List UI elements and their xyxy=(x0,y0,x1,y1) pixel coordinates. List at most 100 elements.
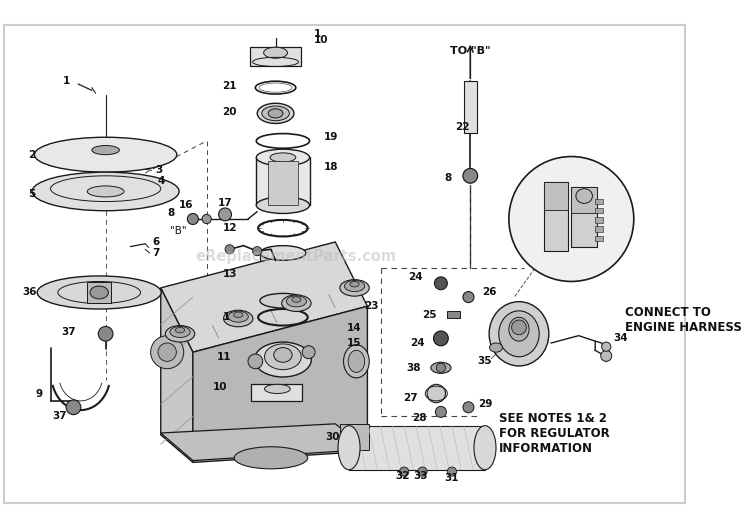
Ellipse shape xyxy=(224,310,253,327)
Text: SEE NOTES 1& 2
FOR REGULATOR
INFORMATION: SEE NOTES 1& 2 FOR REGULATOR INFORMATION xyxy=(499,412,610,455)
Text: 12: 12 xyxy=(223,312,237,322)
Ellipse shape xyxy=(34,137,177,172)
Text: 21: 21 xyxy=(223,81,237,91)
Text: 28: 28 xyxy=(412,413,426,423)
Text: 2: 2 xyxy=(28,150,36,159)
Bar xyxy=(596,235,602,241)
Text: 27: 27 xyxy=(404,393,418,403)
Ellipse shape xyxy=(490,343,502,352)
Circle shape xyxy=(434,277,447,290)
Text: 8: 8 xyxy=(167,208,175,218)
Ellipse shape xyxy=(165,326,195,342)
Text: 18: 18 xyxy=(323,162,338,172)
Text: "B": "B" xyxy=(170,226,187,236)
Ellipse shape xyxy=(268,109,283,118)
Text: 3: 3 xyxy=(155,165,163,175)
Text: 20: 20 xyxy=(223,107,237,117)
Ellipse shape xyxy=(256,149,310,166)
Polygon shape xyxy=(160,288,193,463)
Text: 10: 10 xyxy=(314,35,328,45)
Ellipse shape xyxy=(489,301,549,366)
Bar xyxy=(256,157,310,205)
Circle shape xyxy=(463,402,474,413)
Text: 25: 25 xyxy=(422,310,436,320)
Ellipse shape xyxy=(228,311,248,322)
Bar xyxy=(596,208,602,213)
Ellipse shape xyxy=(87,186,124,197)
Text: TO "B": TO "B" xyxy=(450,46,491,56)
Bar xyxy=(572,187,597,213)
Ellipse shape xyxy=(32,172,179,211)
Ellipse shape xyxy=(38,276,161,309)
Text: 17: 17 xyxy=(217,199,232,209)
Text: 6: 6 xyxy=(152,237,160,247)
Text: 8: 8 xyxy=(445,173,452,183)
Bar xyxy=(260,253,306,301)
Ellipse shape xyxy=(270,153,296,162)
Ellipse shape xyxy=(282,295,311,312)
Ellipse shape xyxy=(348,351,364,372)
Text: 9: 9 xyxy=(35,389,42,399)
Text: 1: 1 xyxy=(314,30,322,40)
Ellipse shape xyxy=(274,347,292,362)
Circle shape xyxy=(218,208,232,221)
Text: 1: 1 xyxy=(62,76,70,86)
Ellipse shape xyxy=(265,344,302,370)
Text: 37: 37 xyxy=(62,327,76,337)
Ellipse shape xyxy=(234,447,308,469)
Circle shape xyxy=(98,326,113,341)
Text: 24: 24 xyxy=(408,272,422,282)
Text: 4: 4 xyxy=(158,176,165,186)
Ellipse shape xyxy=(265,384,290,393)
Bar xyxy=(268,161,298,205)
Ellipse shape xyxy=(509,317,529,341)
Circle shape xyxy=(188,213,199,224)
Bar xyxy=(87,282,111,303)
Bar xyxy=(596,199,602,204)
Text: 14: 14 xyxy=(347,323,362,333)
Bar xyxy=(572,187,597,247)
Ellipse shape xyxy=(260,294,306,308)
Ellipse shape xyxy=(430,362,451,373)
Circle shape xyxy=(601,351,612,361)
Bar xyxy=(340,424,369,449)
Bar xyxy=(447,311,460,318)
Bar xyxy=(544,182,568,210)
Circle shape xyxy=(248,354,262,369)
Ellipse shape xyxy=(292,297,301,302)
Text: 16: 16 xyxy=(178,200,193,210)
Bar xyxy=(349,426,485,470)
Circle shape xyxy=(509,156,634,281)
Text: 37: 37 xyxy=(53,411,67,421)
Text: 34: 34 xyxy=(614,333,628,343)
Text: 11: 11 xyxy=(217,352,232,362)
Ellipse shape xyxy=(254,342,311,377)
Text: 35: 35 xyxy=(477,356,491,366)
Circle shape xyxy=(225,244,234,254)
Text: 38: 38 xyxy=(406,363,421,373)
Text: 10: 10 xyxy=(213,382,228,392)
Text: 22: 22 xyxy=(454,122,470,132)
Circle shape xyxy=(436,407,446,418)
Ellipse shape xyxy=(262,106,290,121)
Text: 26: 26 xyxy=(482,287,496,297)
Text: CONNECT TO
ENGINE HARNESS: CONNECT TO ENGINE HARNESS xyxy=(625,306,742,334)
Circle shape xyxy=(602,342,610,351)
Ellipse shape xyxy=(344,345,369,378)
Circle shape xyxy=(253,247,262,256)
Ellipse shape xyxy=(170,326,190,337)
Ellipse shape xyxy=(344,280,364,291)
Text: 24: 24 xyxy=(410,338,424,348)
Ellipse shape xyxy=(176,327,184,333)
Ellipse shape xyxy=(286,296,307,307)
Polygon shape xyxy=(193,306,368,463)
Text: 31: 31 xyxy=(445,473,459,483)
Text: 32: 32 xyxy=(395,471,410,481)
Circle shape xyxy=(418,467,427,476)
Ellipse shape xyxy=(260,246,306,260)
Circle shape xyxy=(433,331,448,346)
Ellipse shape xyxy=(233,312,243,317)
Text: 7: 7 xyxy=(152,248,160,258)
Text: eReplacementParts.com: eReplacementParts.com xyxy=(196,249,397,264)
Text: 15: 15 xyxy=(347,338,362,348)
